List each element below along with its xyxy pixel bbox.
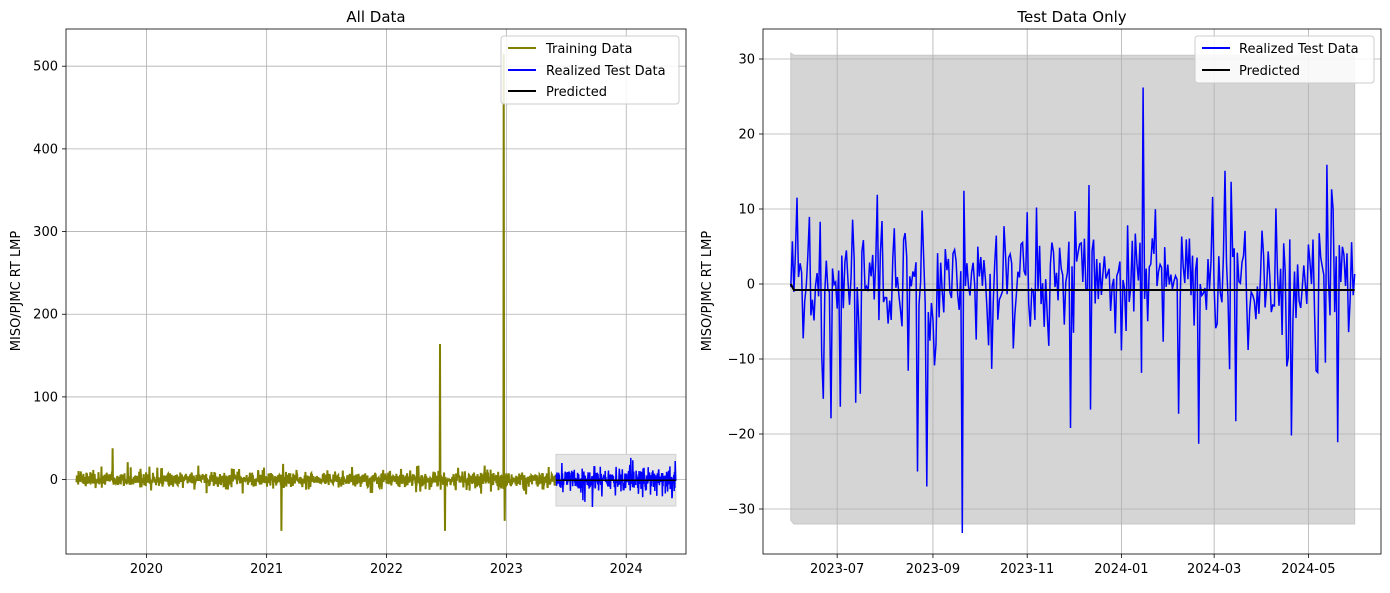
- left-y-ticks: 0 100 200 300 400 500: [33, 60, 66, 488]
- left-axes-frame: [65, 28, 687, 555]
- right-x-tick-label: 2023-11: [1000, 562, 1054, 577]
- left-y-axis-label: MISO/PJMC RT LMP: [9, 231, 24, 352]
- left-x-tick-label: 2021: [250, 562, 283, 577]
- right-axes-frame: [762, 28, 1382, 555]
- left-legend-box: [500, 35, 680, 105]
- right-y-tick-label: 0: [747, 278, 755, 293]
- right-legend-test: Realized Test Data: [1239, 42, 1359, 57]
- left-legend-predicted: Predicted: [546, 85, 607, 100]
- right-x-tick-label: 2023-07: [810, 562, 864, 577]
- left-test-line: [555, 457, 677, 508]
- left-legend-test: Realized Test Data: [546, 64, 666, 79]
- left-x-tick-label: 2022: [370, 562, 403, 577]
- right-legend: Realized Test Data Predicted: [1194, 35, 1375, 84]
- left-y-tick-label: 200: [33, 308, 58, 323]
- left-panel: 2020 2021 2022 2023 2024 0 100 200 300 400 500 Al…: [9, 8, 687, 577]
- right-y-axis-label: MISO/PJMC RT LMP: [700, 231, 715, 352]
- right-y-tick-label: −20: [728, 428, 755, 443]
- right-title: Test Data Only: [1016, 8, 1126, 26]
- right-x-tick-label: 2023-09: [906, 562, 960, 577]
- left-title: All Data: [346, 8, 405, 26]
- left-legend: Training Data Realized Test Data Predict…: [500, 35, 680, 105]
- left-y-tick-label: 300: [33, 225, 58, 240]
- right-x-ticks: 2023-07 2023-09 2023-11 2024-01 2024-03 2024-…: [810, 554, 1336, 577]
- right-y-tick-label: 10: [738, 203, 755, 218]
- right-y-tick-label: 20: [738, 128, 755, 143]
- left-y-tick-label: 500: [33, 60, 58, 75]
- right-y-tick-label: 30: [738, 53, 755, 68]
- right-predicted-line: [789, 283, 1355, 291]
- right-x-tick-label: 2024-03: [1187, 562, 1241, 577]
- right-y-tick-label: −10: [728, 353, 755, 368]
- left-x-tick-label: 2023: [490, 562, 523, 577]
- right-x-tick-label: 2024-05: [1281, 562, 1335, 577]
- right-y-tick-label: −30: [728, 503, 755, 518]
- left-x-tick-label: 2024: [610, 562, 643, 577]
- left-x-ticks: 2020 2021 2022 2023 2024: [130, 554, 643, 577]
- right-x-tick-label: 2024-01: [1094, 562, 1148, 577]
- left-training-line: [75, 53, 557, 531]
- right-legend-predicted: Predicted: [1239, 64, 1300, 79]
- right-test-line: [790, 87, 1356, 534]
- right-y-ticks: −30 −20 −10 0 10 20 30: [728, 53, 763, 518]
- left-x-tick-label: 2020: [130, 562, 163, 577]
- left-y-tick-label: 400: [33, 142, 58, 157]
- left-y-tick-label: 0: [50, 473, 58, 488]
- right-legend-box: [1194, 35, 1375, 84]
- left-y-tick-label: 100: [33, 390, 58, 405]
- left-legend-training: Training Data: [545, 42, 632, 57]
- right-panel: 2023-07 2023-09 2023-11 2024-01 2024-03 2024-…: [700, 8, 1382, 577]
